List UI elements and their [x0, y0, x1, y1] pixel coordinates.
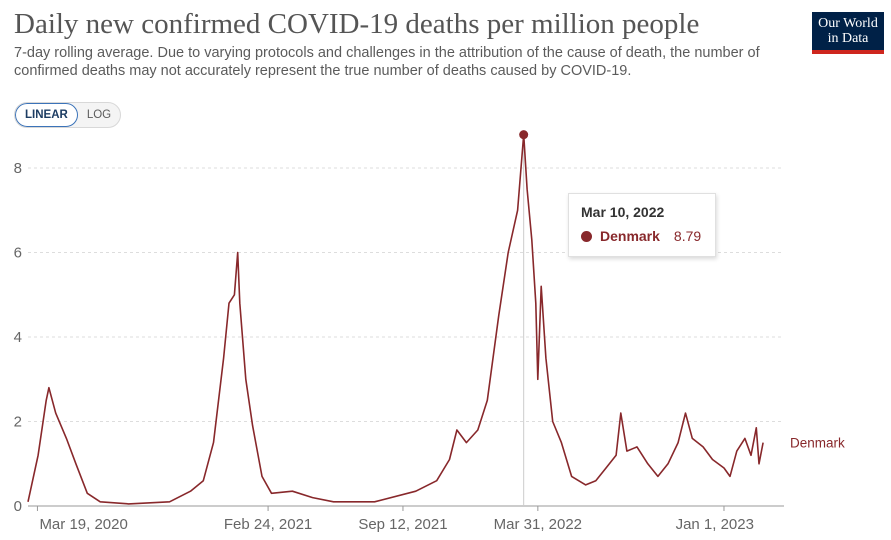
tooltip-row: Denmark 8.79 [581, 228, 703, 244]
y-tick-label: 4 [14, 329, 22, 346]
series-label-denmark[interactable]: Denmark [790, 436, 845, 451]
tooltip-entity: Denmark [600, 228, 660, 244]
series-line-denmark[interactable] [27, 133, 764, 505]
x-tick-label: Jan 1, 2023 [676, 516, 754, 533]
tooltip-date: Mar 10, 2022 [581, 204, 665, 220]
tooltip-series-dot [581, 230, 592, 242]
scale-toggle: LINEAR LOG [14, 102, 122, 128]
y-tick-label: 0 [14, 498, 22, 515]
x-tick-label: Sep 12, 2021 [358, 516, 447, 533]
tooltip: Mar 10, 2022 Denmark 8.79 [568, 193, 716, 257]
owid-logo[interactable]: Our World in Data [812, 12, 884, 54]
x-tick-label: Mar 31, 2022 [494, 516, 582, 533]
chart-subtitle: 7-day rolling average. Due to varying pr… [14, 45, 760, 79]
log-scale-button[interactable]: LOG [86, 109, 112, 121]
x-tick-label: Feb 24, 2021 [224, 516, 312, 533]
y-tick-label: 2 [14, 414, 22, 431]
linear-scale-button[interactable]: LINEAR [15, 103, 78, 127]
y-tick-label: 6 [14, 245, 22, 262]
hover-point [519, 130, 529, 140]
y-tick-label: 8 [14, 160, 22, 177]
x-tick-label: Mar 19, 2020 [39, 516, 127, 533]
tooltip-value: 8.79 [673, 228, 702, 244]
chart-title: Daily new confirmed COVID-19 deaths per … [14, 8, 700, 40]
